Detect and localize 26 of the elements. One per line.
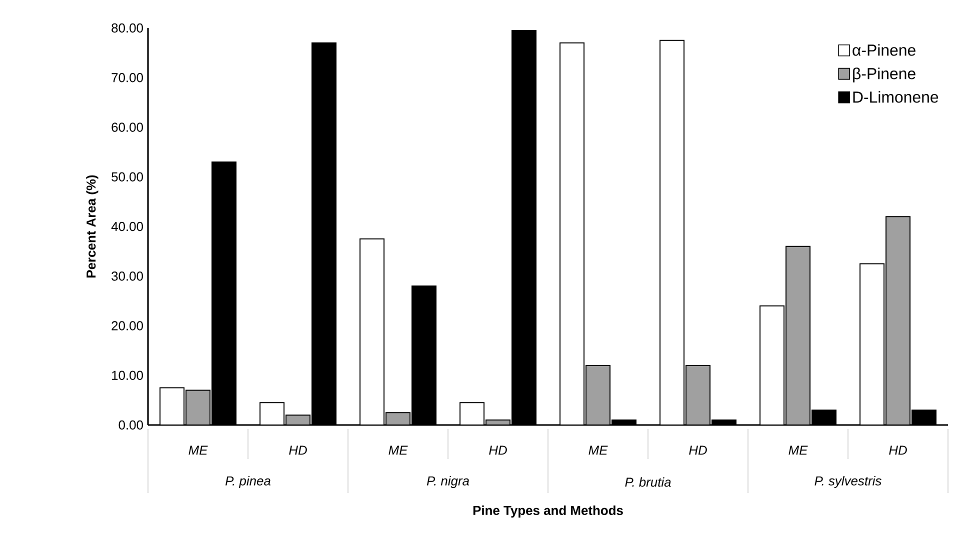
text: P. pinea	[225, 476, 270, 488]
x-tick-label: HD	[489, 446, 507, 455]
legend-label: β-Pinene	[853, 68, 916, 82]
y-tick-label: 50.00	[112, 172, 143, 182]
y-tick-label: 40.00	[111, 222, 143, 232]
x-tick-label: HD	[289, 446, 307, 455]
y-tick-label: 0.00	[118, 420, 143, 430]
x-tick-label: ME	[188, 446, 208, 455]
legend-label: D-Limonene	[853, 91, 938, 103]
y-tick-label: 80.00	[112, 23, 143, 33]
y-tick-label: 20.00	[112, 321, 143, 330]
x-tick-label: ME	[588, 446, 608, 455]
y-tick-label: 60.00	[112, 122, 143, 132]
text: P. brutia	[625, 477, 671, 487]
x-tick-label: ME	[788, 446, 808, 455]
x-tick-label: HD	[689, 446, 707, 455]
x-tick-label: HD	[889, 446, 907, 455]
text: P. sylvestris	[814, 476, 882, 488]
x-tick-label: ME	[388, 446, 408, 455]
y-tick-label: 30.00	[112, 272, 143, 281]
y-tick-label: 10.00	[112, 370, 143, 380]
legend-label: α-Pinene	[852, 44, 916, 56]
x-axis-title: Pine Types and Methods	[473, 506, 623, 518]
text: P. nigra	[426, 476, 470, 488]
y-axis-title: Percent Area (%)	[86, 175, 98, 278]
y-tick-label: 70.00	[112, 73, 143, 82]
